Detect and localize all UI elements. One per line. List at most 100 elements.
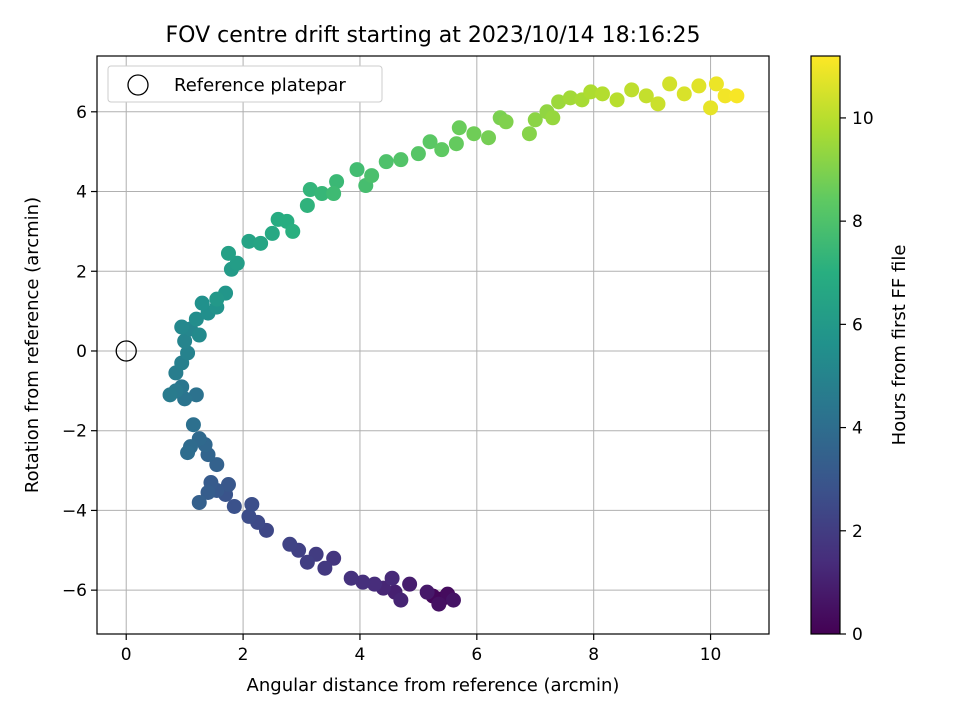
drift-point (162, 387, 178, 403)
drift-point (729, 88, 745, 104)
colorbar-tick-label: 2 (852, 522, 863, 542)
drift-point (498, 114, 514, 130)
drift-point (378, 154, 394, 170)
y-tick-label: −6 (62, 581, 87, 601)
legend: Reference platepar (107, 65, 383, 103)
y-axis-ticks: −6 −4 −2 0 2 4 6 (62, 103, 97, 601)
drift-point (229, 255, 245, 271)
data-points (162, 76, 745, 612)
drift-point (177, 333, 193, 349)
colorbar-tick-label: 6 (852, 315, 863, 335)
drift-point (180, 445, 196, 461)
drift-point (241, 508, 257, 524)
drift-point (317, 560, 333, 576)
drift-point (209, 457, 225, 473)
y-tick-label: 6 (76, 103, 87, 123)
colorbar (810, 55, 841, 635)
x-tick-label: 2 (238, 645, 249, 665)
drift-point (445, 592, 461, 608)
legend-marker-reference (127, 74, 149, 96)
drift-point (402, 576, 418, 592)
legend-box (107, 65, 383, 103)
drift-point (326, 186, 342, 202)
drift-point (302, 182, 318, 198)
x-axis-label: Angular distance from reference (arcmin) (247, 675, 620, 696)
drift-point (191, 494, 207, 510)
y-tick-label: −2 (62, 422, 87, 442)
drift-point (624, 82, 640, 98)
drift-point (551, 94, 567, 110)
drift-point (185, 417, 201, 433)
drift-point (220, 477, 236, 493)
drift-point (226, 498, 242, 514)
drift-point (691, 78, 707, 94)
reference-platepar-marker (115, 340, 137, 362)
drift-point (285, 223, 301, 239)
drift-point (299, 554, 315, 570)
plot-area (97, 56, 769, 634)
drift-point (209, 291, 225, 307)
drift-point (393, 152, 409, 168)
drift-point (244, 496, 260, 512)
drift-point (662, 76, 678, 92)
drift-point (527, 112, 543, 128)
drift-point (545, 110, 561, 126)
x-tick-label: 6 (471, 645, 482, 665)
drift-point (349, 162, 365, 178)
drift-point (562, 90, 578, 106)
y-tick-label: 0 (76, 342, 87, 362)
drift-point (180, 345, 196, 361)
y-tick-label: 4 (76, 183, 87, 203)
drift-point (241, 233, 257, 249)
drift-point (188, 311, 204, 327)
drift-point (282, 536, 298, 552)
drift-point (451, 120, 467, 136)
x-tick-label: 8 (588, 645, 599, 665)
drift-point (174, 319, 190, 335)
colorbar-tick-label: 0 (852, 625, 863, 645)
drift-point (220, 245, 236, 261)
y-tick-label: −4 (62, 501, 87, 521)
drift-point (393, 592, 409, 608)
y-axis-label: Rotation from reference (arcmin) (22, 197, 43, 493)
drift-point (299, 197, 315, 213)
drift-point (343, 570, 359, 586)
drift-point (200, 484, 216, 500)
drift-point (466, 126, 482, 142)
grid-lines (97, 56, 769, 634)
drift-point (638, 88, 654, 104)
drift-point (609, 92, 625, 108)
y-tick-label: 2 (76, 262, 87, 282)
drift-point (188, 387, 204, 403)
colorbar-tick-label: 8 (852, 212, 863, 232)
drift-point (329, 174, 345, 190)
x-tick-label: 0 (121, 645, 132, 665)
drift-point (314, 186, 330, 202)
legend-entry-reference: Reference platepar (174, 75, 346, 96)
x-tick-label: 10 (700, 645, 722, 665)
drift-point (422, 134, 438, 150)
drift-point (703, 100, 719, 116)
drift-point (708, 76, 724, 92)
colorbar-label: Hours from first FF file (889, 245, 910, 446)
chart-title: FOV centre drift starting at 2023/10/14 … (166, 23, 701, 48)
colorbar-ticks: 0 2 4 6 8 10 (840, 109, 874, 645)
drift-point (521, 126, 537, 142)
drift-point (583, 84, 599, 100)
drift-point (326, 550, 342, 566)
drift-point (481, 130, 497, 146)
drift-point (264, 225, 280, 241)
plot-frame (96, 55, 770, 635)
drift-point (364, 168, 380, 184)
drift-point (355, 574, 371, 590)
x-tick-label: 4 (355, 645, 366, 665)
colorbar-tick-label: 10 (852, 109, 874, 129)
colorbar-tick-label: 4 (852, 419, 863, 439)
drift-point (448, 136, 464, 152)
drift-point (367, 576, 383, 592)
drift-point (419, 584, 435, 600)
drift-point (384, 570, 400, 586)
x-axis-ticks: 0 2 4 6 8 10 (121, 634, 722, 665)
drift-point (431, 596, 447, 612)
